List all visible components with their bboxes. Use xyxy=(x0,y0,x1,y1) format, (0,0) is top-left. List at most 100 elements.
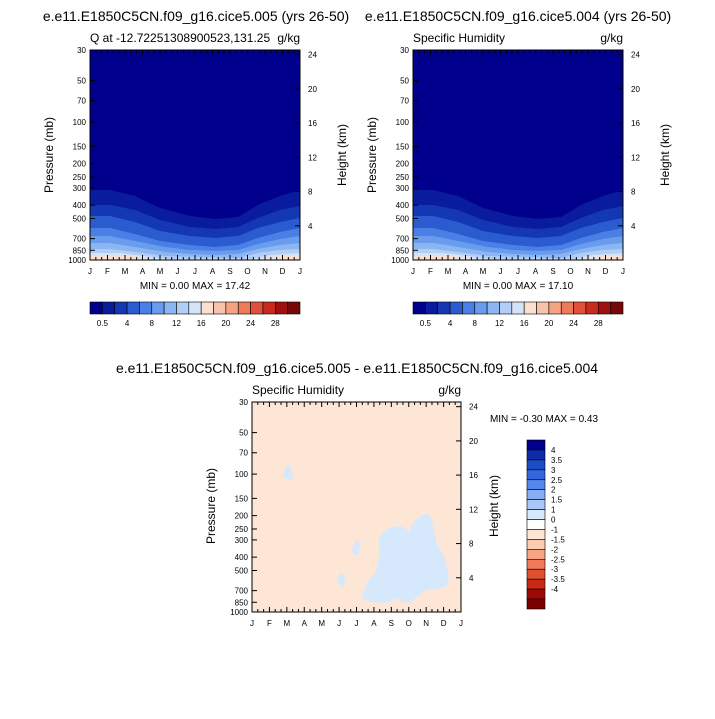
height-tick-label: 20 xyxy=(469,437,478,446)
diff-panel-max-label: MAX = xyxy=(545,414,578,425)
pressure-tick-label: 70 xyxy=(239,449,248,458)
colorbar-swatch xyxy=(200,301,214,315)
diff-panel-max-value: 0.43 xyxy=(579,414,599,425)
colorbar-label: 20 xyxy=(544,319,553,328)
diff-colorbar-swatch xyxy=(526,598,546,610)
colorbar-swatch xyxy=(237,301,251,315)
panel-2-colorbar: 0.5 4 8 12 16 20 24 28 xyxy=(412,301,624,328)
pressure-tick-label: 1000 xyxy=(68,256,86,265)
colorbar-label: 0.5 xyxy=(97,319,109,328)
panel-2-height-axis: 24 20 16 12 8 4 xyxy=(618,51,640,231)
diff-panel-units: g/kg xyxy=(438,383,461,397)
diff-colorbar-swatch xyxy=(526,529,546,540)
pressure-tick-label: 50 xyxy=(400,77,409,86)
diff-panel-left-label: Specific Humidity xyxy=(252,383,344,397)
diff-blob-aug-dec xyxy=(362,514,449,603)
pressure-tick-label: 100 xyxy=(396,118,410,127)
colorbar-label: 12 xyxy=(172,319,181,328)
diff-panel-minmax: MIN = -0.30 MAX = 0.43 xyxy=(490,414,599,425)
colorbar-label: 28 xyxy=(594,319,603,328)
diff-colorbar-label: 2 xyxy=(551,486,556,495)
diff-colorbar-label: 1 xyxy=(551,506,556,515)
diff-blob-june xyxy=(338,572,346,586)
colorbar-swatch xyxy=(597,301,611,315)
month-tick-label: A xyxy=(210,267,216,276)
pressure-tick-label: 70 xyxy=(400,97,409,106)
panel-2-min-label: MIN = xyxy=(463,281,493,292)
pressure-tick-label: 700 xyxy=(396,235,410,244)
colorbar-swatch xyxy=(262,301,276,315)
diff-colorbar-swatch xyxy=(526,449,546,461)
month-tick-label: D xyxy=(280,267,286,276)
pressure-tick-label: 400 xyxy=(396,201,410,210)
month-tick-label: O xyxy=(406,619,412,628)
panel-2-min-value: 0.00 xyxy=(493,281,513,292)
diff-colorbar-swatch xyxy=(526,459,546,471)
diff-panel-title: e.e11.E1850C5CN.f09_g16.cice5.005 - e.e1… xyxy=(116,360,598,376)
month-tick-label: A xyxy=(140,267,146,276)
colorbar-swatch xyxy=(225,301,239,315)
month-tick-label: N xyxy=(585,267,591,276)
colorbar-swatch xyxy=(474,301,488,315)
height-tick-label: 20 xyxy=(631,85,640,94)
height-tick-label: 16 xyxy=(631,119,640,128)
pressure-tick-label: 300 xyxy=(396,184,410,193)
pressure-tick-label: 30 xyxy=(239,398,248,407)
pressure-tick-label: 30 xyxy=(400,46,409,55)
diff-colorbar-label: 0 xyxy=(551,516,556,525)
diff-panel-min-label: MIN = xyxy=(490,414,520,425)
colorbar-swatch xyxy=(449,301,463,315)
colorbar-label: 28 xyxy=(271,319,280,328)
panel-2-minmax: MIN = 0.00 MAX = 17.10 xyxy=(463,281,574,292)
colorbar-swatch xyxy=(176,301,190,315)
colorbar-swatch xyxy=(250,301,264,315)
pressure-tick-label: 100 xyxy=(73,118,87,127)
diff-colorbar-label: -2 xyxy=(551,545,559,554)
pressure-tick-label: 700 xyxy=(235,587,249,596)
colorbar-swatch xyxy=(412,301,426,315)
colorbar-swatch xyxy=(437,301,451,315)
panel-1-max-value: 17.42 xyxy=(225,281,250,292)
diff-colorbar-label: 4 xyxy=(551,446,556,455)
colorbar-swatch xyxy=(213,301,227,315)
month-tick-label: M xyxy=(318,619,325,628)
panel-2-max-value: 17.10 xyxy=(548,281,573,292)
colorbar-label: 20 xyxy=(221,319,230,328)
panel-1-max-label: MAX = xyxy=(192,281,225,292)
colorbar-swatch xyxy=(163,301,177,315)
height-tick-label: 8 xyxy=(308,188,313,197)
colorbar-swatch xyxy=(425,301,439,315)
colorbar-label: 8 xyxy=(150,319,155,328)
colorbar-swatch xyxy=(274,301,288,315)
panel-1: e.e11.E1850C5CN.f09_g16.cice5.005 (yrs 2… xyxy=(42,8,349,328)
diff-panel-min-value: -0.30 xyxy=(520,414,543,425)
height-tick-label: 20 xyxy=(308,85,317,94)
panel-2-title: e.e11.E1850C5CN.f09_g16.cice5.004 (yrs 2… xyxy=(365,8,671,24)
panel-2-ylabel-left: Pressure (mb) xyxy=(365,117,379,193)
colorbar-swatch xyxy=(585,301,599,315)
height-tick-label: 8 xyxy=(469,540,474,549)
diff-colorbar-swatch xyxy=(526,539,546,550)
pressure-tick-label: 850 xyxy=(73,246,87,255)
height-tick-label: 24 xyxy=(308,51,317,60)
panel-1-left-label: Q at -12.72251308900523,131.25 xyxy=(90,31,270,45)
diff-colorbar-swatch xyxy=(526,439,546,451)
diff-blob-march xyxy=(283,464,293,480)
pressure-tick-label: 200 xyxy=(396,160,410,169)
diff-colorbar-label: 2.5 xyxy=(551,476,563,485)
colorbar-swatch xyxy=(102,301,116,315)
panel-1-min-value: 0.00 xyxy=(170,281,190,292)
colorbar-swatch xyxy=(287,301,301,315)
colorbar-label: 16 xyxy=(520,319,529,328)
diff-colorbar-label: -1.5 xyxy=(551,535,565,544)
colorbar-label: 24 xyxy=(246,319,255,328)
month-tick-label: F xyxy=(267,619,272,628)
height-tick-label: 4 xyxy=(631,222,636,231)
diff-colorbar-swatch xyxy=(526,519,546,530)
